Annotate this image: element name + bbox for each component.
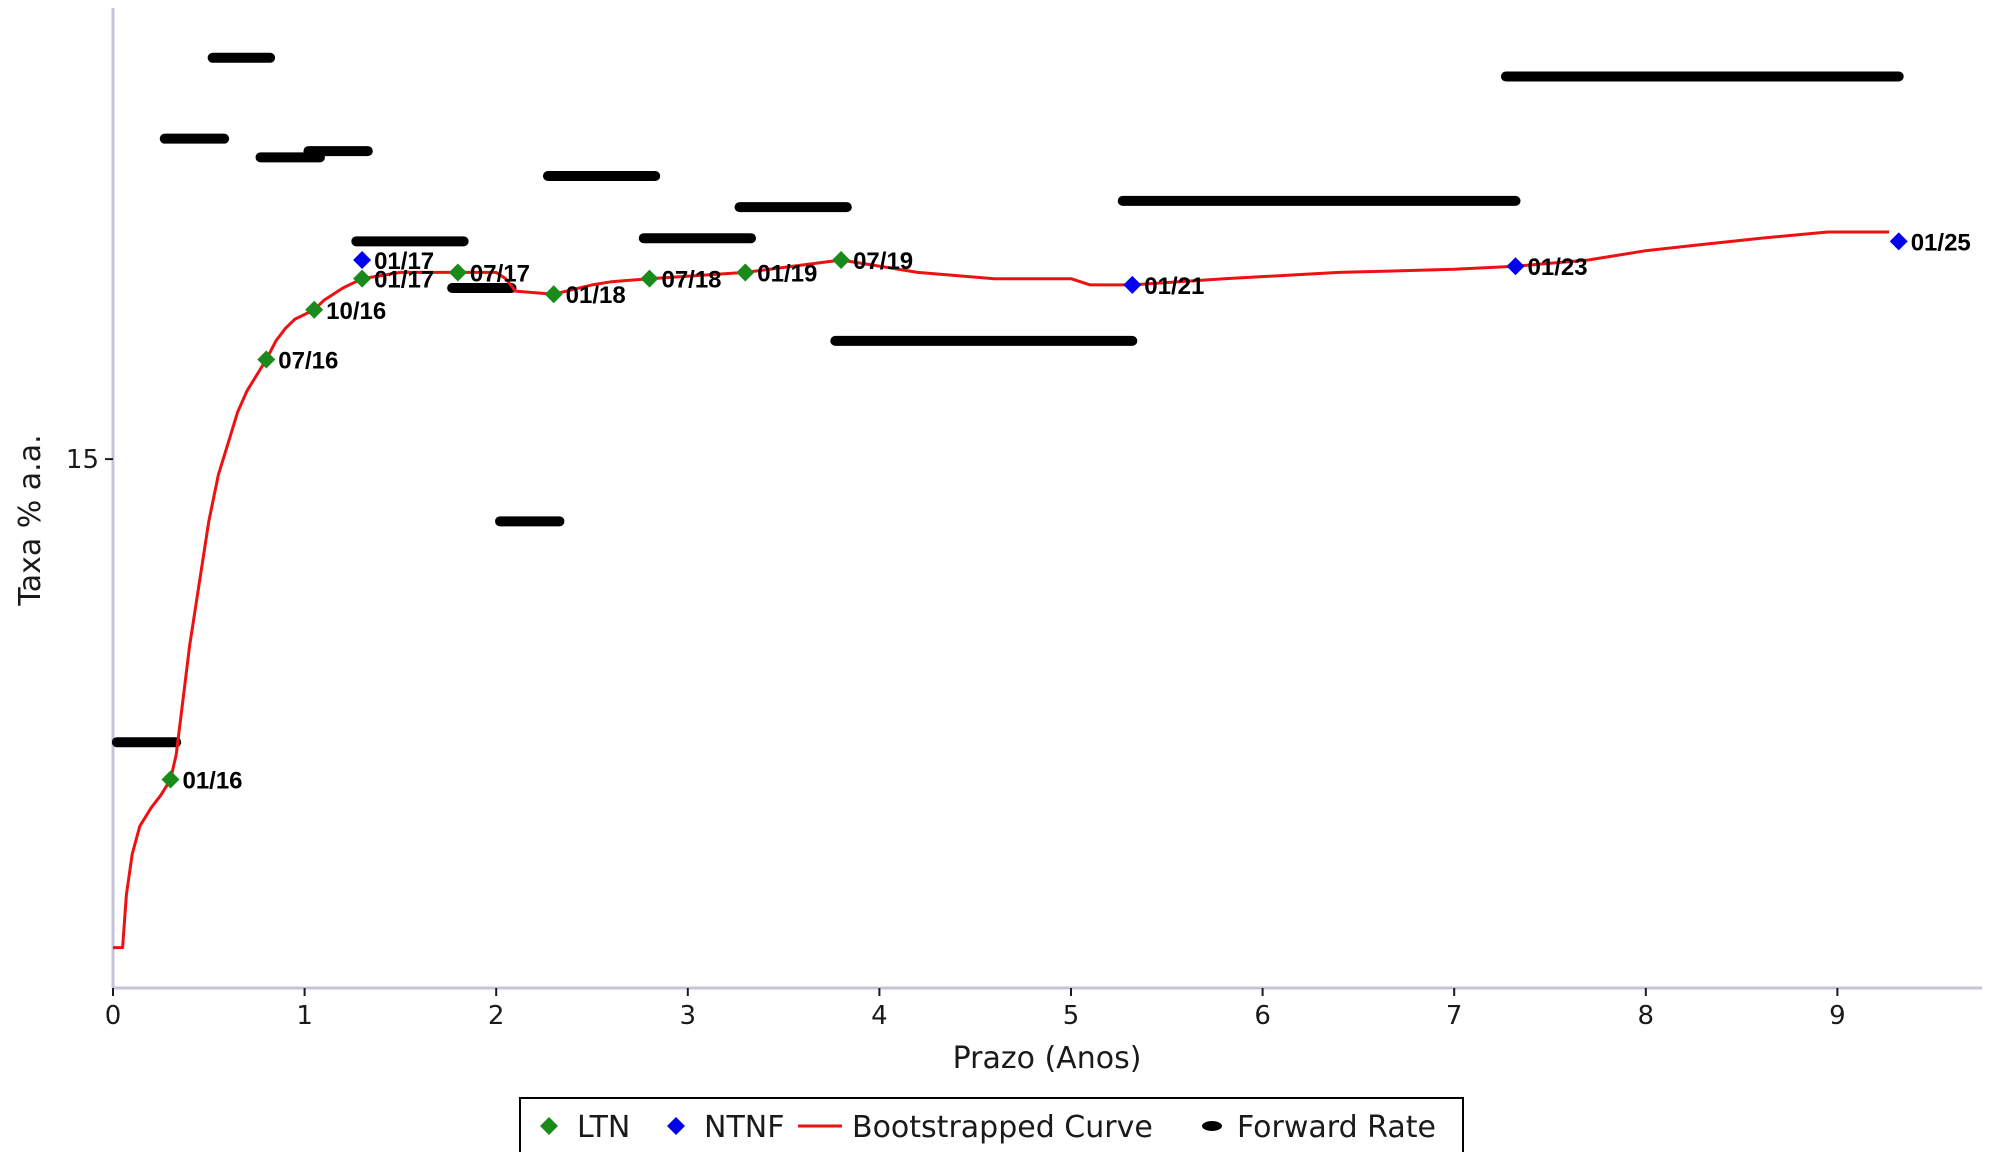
ltn-point-label: 01/19 <box>757 260 817 287</box>
ltn-point-label: 07/19 <box>853 248 913 275</box>
x-tick-label: 9 <box>1829 1001 1846 1031</box>
ltn-point-label: 07/18 <box>661 267 721 294</box>
bootstrapped-curve-line <box>113 230 1890 950</box>
x-axis-title: Prazo (Anos) <box>953 1041 1142 1076</box>
x-tick-label: 7 <box>1446 1001 1463 1031</box>
bootstrapped-curve-series <box>113 230 1890 950</box>
ltn-point <box>257 350 276 369</box>
ltn-point-label: 01/16 <box>182 768 242 795</box>
legend-ntnf-label: NTNF <box>704 1110 784 1145</box>
ltn-point <box>640 269 659 288</box>
ltn-point <box>544 285 563 304</box>
bond-points-series <box>161 232 1908 789</box>
legend: LTN NTNF Bootstrapped Curve Forward Rate <box>519 1097 1464 1152</box>
forward-rate-series <box>111 52 1904 748</box>
x-tick-label: 0 <box>105 1001 122 1031</box>
legend-forward-marker <box>1202 1121 1222 1131</box>
ltn-point-label: 10/16 <box>326 298 386 325</box>
ntnf-point <box>1889 232 1908 251</box>
x-tick-label: 1 <box>296 1001 313 1031</box>
x-tick-label: 6 <box>1254 1001 1271 1031</box>
x-tick-label: 8 <box>1638 1001 1655 1031</box>
ntnf-point-label: 01/23 <box>1528 254 1588 281</box>
x-tick-label: 2 <box>488 1001 505 1031</box>
y-axis-title: Taxa % a.a. <box>13 434 48 606</box>
ltn-point <box>448 263 467 282</box>
ltn-point <box>305 300 324 319</box>
ltn-point-label: 01/18 <box>566 282 626 309</box>
legend-forward-label: Forward Rate <box>1237 1110 1436 1145</box>
axes: 0 1 2 3 4 5 6 7 8 9 15 Prazo (Anos) Taxa % a.a. <box>13 8 1982 1076</box>
ntnf-point-label: 01/25 <box>1911 229 1971 256</box>
y-tick-label: 15 <box>66 445 99 475</box>
ntnf-point-label: 01/17 <box>374 248 434 275</box>
ltn-point-label: 07/16 <box>278 348 338 375</box>
x-ticks: 0 1 2 3 4 5 6 7 8 9 <box>105 988 1846 1031</box>
legend-curve-label: Bootstrapped Curve <box>852 1110 1153 1145</box>
ntnf-point <box>1123 275 1142 294</box>
ltn-point <box>736 263 755 282</box>
ntnf-point <box>353 251 372 269</box>
ntnf-point-label: 01/21 <box>1144 273 1204 300</box>
y-ticks: 15 <box>66 445 113 475</box>
ltn-point <box>161 770 180 789</box>
ltn-point-label: 07/17 <box>470 260 530 287</box>
x-tick-label: 3 <box>680 1001 697 1031</box>
legend-ntnf-marker <box>667 1117 685 1135</box>
ltn-point <box>353 269 372 288</box>
x-tick-label: 5 <box>1063 1001 1080 1031</box>
ntnf-point <box>1506 257 1525 276</box>
ltn-point-label: 01/17 <box>374 267 434 294</box>
x-tick-label: 4 <box>871 1001 888 1031</box>
point-labels: 01/16 07/16 10/16 01/17 07/17 01/18 07/18 01/19… <box>182 229 1970 794</box>
legend-ltn-marker <box>540 1117 558 1135</box>
ltn-point <box>832 251 851 269</box>
legend-ltn-label: LTN <box>577 1110 630 1145</box>
